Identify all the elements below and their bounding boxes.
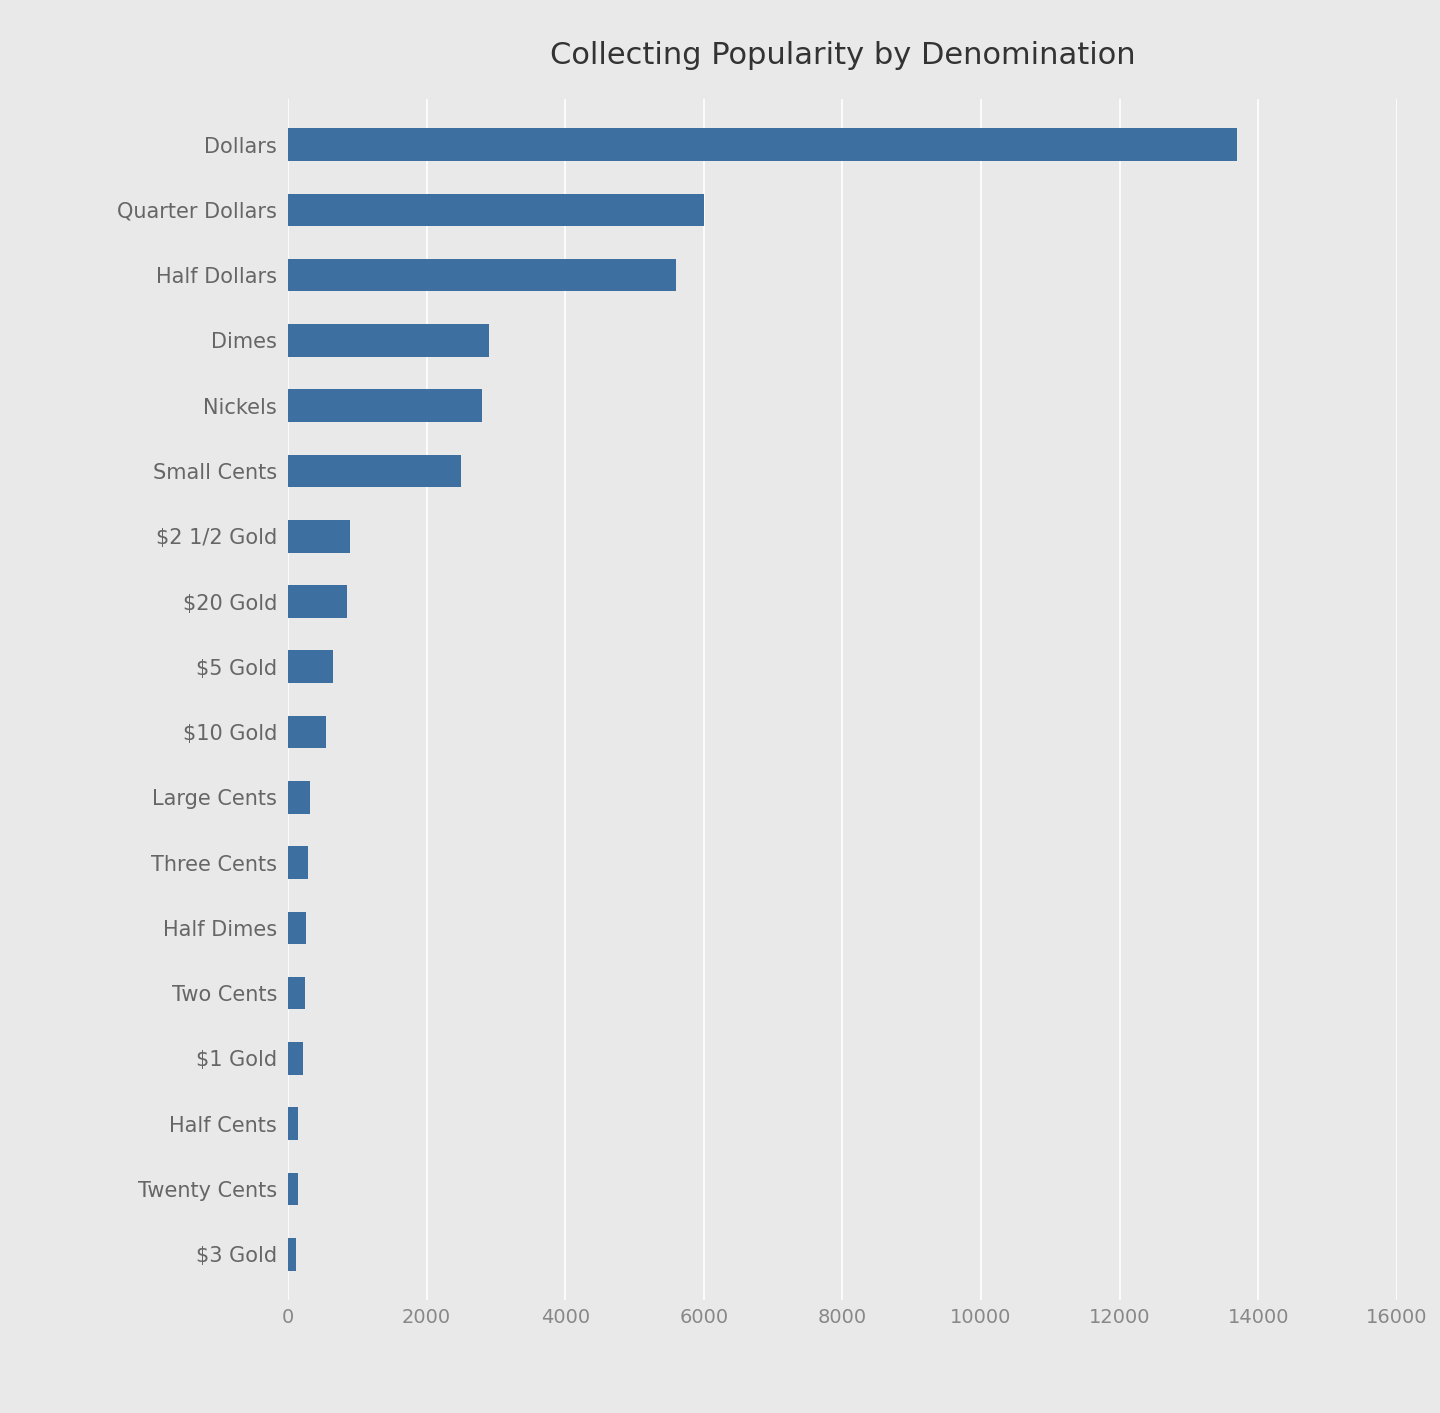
- Bar: [288, 716, 325, 749]
- Bar: [288, 1238, 295, 1270]
- Bar: [288, 911, 307, 944]
- Bar: [288, 1173, 298, 1205]
- Bar: [288, 455, 461, 487]
- Bar: [288, 324, 490, 356]
- Title: Collecting Popularity by Denomination: Collecting Popularity by Denomination: [550, 41, 1135, 71]
- Bar: [288, 976, 305, 1009]
- Bar: [288, 585, 347, 617]
- Bar: [288, 129, 1237, 161]
- Bar: [288, 781, 310, 814]
- Bar: [288, 520, 350, 552]
- Bar: [288, 1108, 298, 1140]
- Bar: [288, 390, 482, 422]
- Bar: [288, 846, 308, 879]
- Bar: [288, 259, 677, 291]
- Bar: [288, 1043, 304, 1075]
- Bar: [288, 194, 704, 226]
- Bar: [288, 650, 333, 682]
